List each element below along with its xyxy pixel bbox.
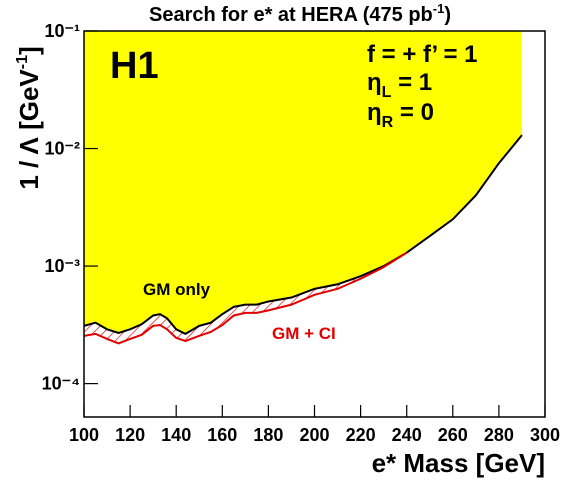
x-tick-label: 300: [530, 425, 560, 445]
annotation: ηL = 1: [367, 69, 432, 101]
x-tick-label: 240: [392, 425, 422, 445]
x-tick-label: 200: [299, 425, 329, 445]
x-tick-label: 120: [115, 425, 145, 445]
x-tick-label: 160: [207, 425, 237, 445]
x-tick-label: 140: [161, 425, 191, 445]
x-tick-label: 280: [484, 425, 514, 445]
x-tick-label: 220: [346, 425, 376, 445]
series-line: [83, 251, 408, 345]
annotation-base: η: [367, 69, 382, 96]
y-tick-label: 10⁻²: [44, 139, 80, 159]
hatch-band: [84, 252, 407, 344]
annotation-sub: L: [382, 84, 392, 101]
experiment-label: H1: [110, 45, 159, 87]
annotation-tail: = 0: [393, 99, 434, 126]
y-tick-label: 10⁻¹: [44, 21, 80, 41]
x-tick-label: 260: [438, 425, 468, 445]
annotation-sub: R: [382, 114, 394, 131]
annotation: ηR = 0: [367, 99, 434, 131]
annotation-tail: = 1: [391, 69, 432, 96]
series-label: GM + CI: [272, 324, 336, 343]
annotation: f = + f’ = 1: [367, 41, 478, 68]
plot-area: [83, 31, 523, 345]
annotation-base: f = + f’ = 1: [367, 41, 478, 68]
y-axis-label: 1 / Λ [GeV-1]: [14, 46, 44, 189]
chart-title: Search for e* at HERA (475 pb-1): [149, 1, 451, 26]
annotation-base: η: [367, 99, 382, 126]
y-tick-label: 10⁻³: [44, 256, 80, 276]
excluded-area: [84, 31, 522, 334]
x-tick-label: 100: [69, 425, 99, 445]
x-axis-label: e* Mass [GeV]: [372, 448, 545, 478]
series-line: [83, 134, 523, 336]
x-tick-label: 180: [253, 425, 283, 445]
y-tick-label: 10⁻⁴: [42, 374, 80, 394]
series-label: GM only: [143, 280, 211, 299]
